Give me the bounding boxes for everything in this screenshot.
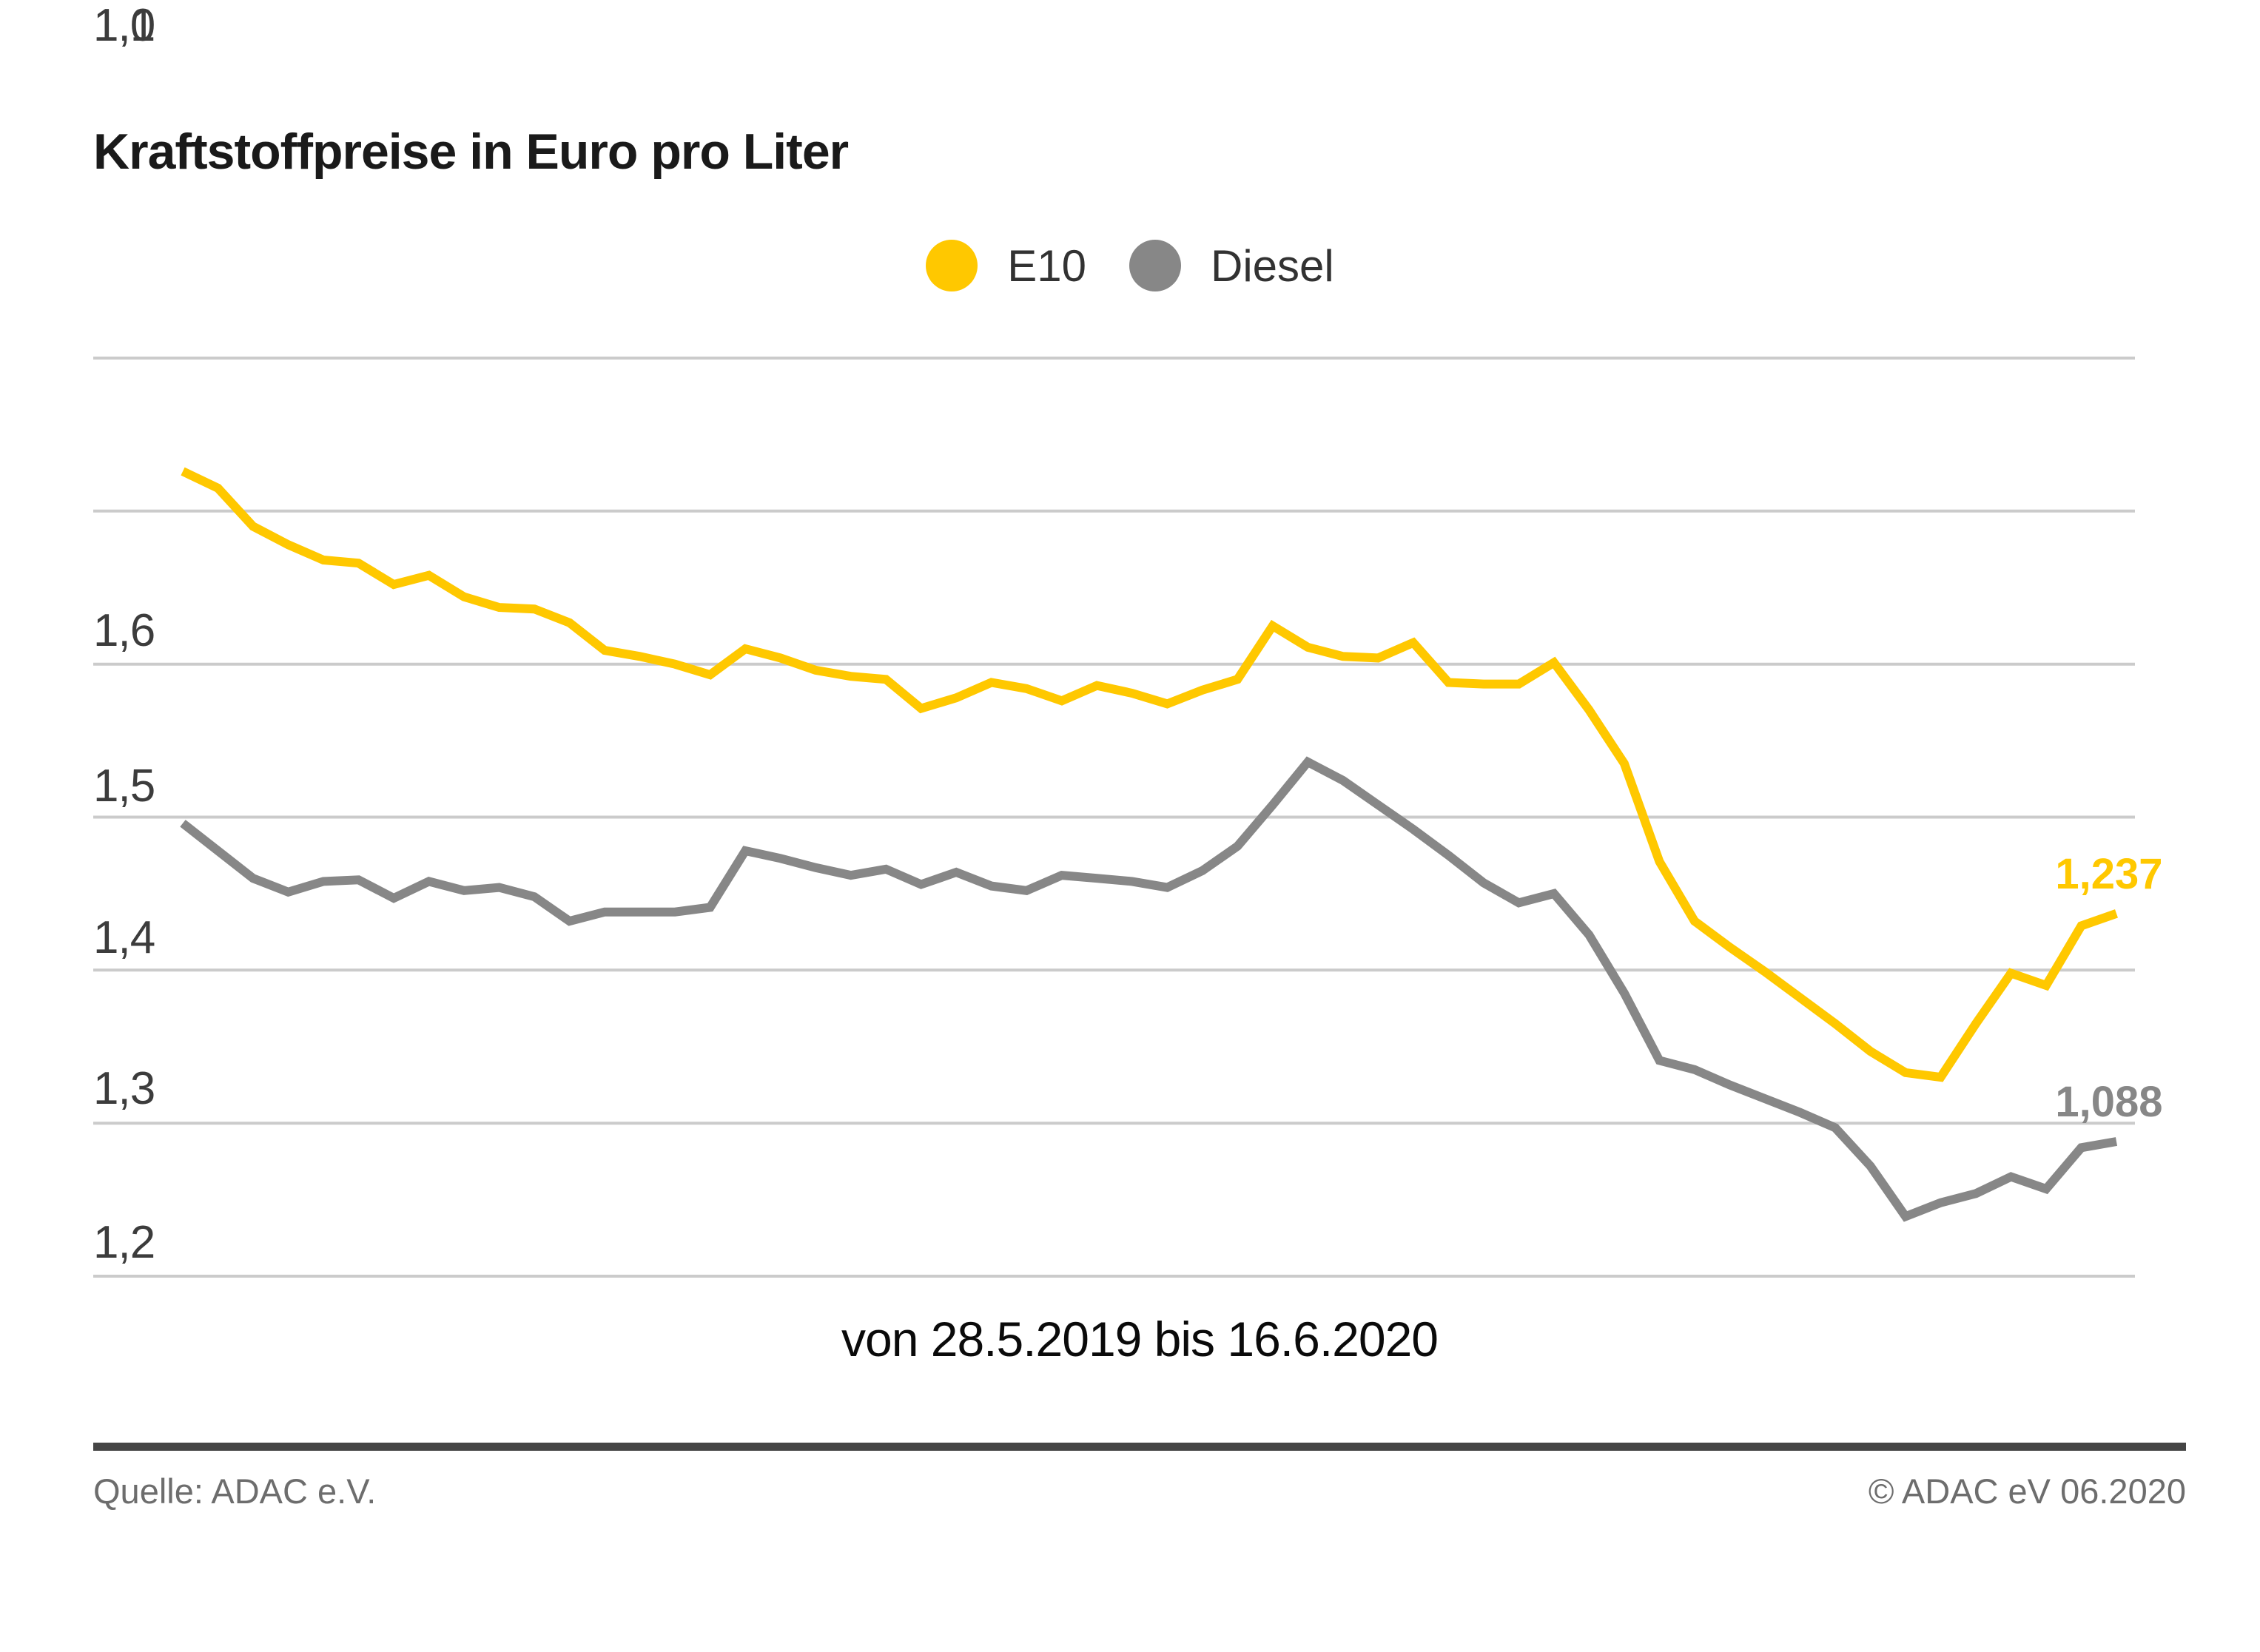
y-tick-1-5: 1,5	[93, 761, 155, 812]
legend-label-diesel: Diesel	[1211, 240, 1334, 291]
diesel-line	[180, 756, 2118, 1222]
y-tick-1-1: 1,1	[93, 0, 155, 51]
price-line-chart: 1,237 1,088	[93, 357, 2163, 1278]
legend: E10 Diesel	[0, 240, 2260, 291]
y-tick-1-2: 1,2	[93, 1217, 155, 1268]
diesel-end-value-label: 1,088	[2055, 1078, 2162, 1126]
e10-color-dot-icon	[926, 240, 978, 291]
legend-item-e10: E10	[926, 240, 1086, 291]
y-tick-1-3: 1,3	[93, 1063, 155, 1114]
diesel-color-dot-icon	[1129, 240, 1182, 291]
y-tick-1-6: 1,6	[93, 605, 155, 656]
gridlines	[93, 357, 2135, 1278]
y-tick-1-0: 1,0	[93, 0, 155, 51]
x-axis-range-label: von 28.5.2019 bis 16.6.2020	[841, 1312, 1439, 1366]
y-tick-1-4: 1,4	[93, 912, 155, 963]
footer-source: Quelle: ADAC e.V.	[93, 1471, 377, 1511]
legend-label-e10: E10	[1007, 240, 1087, 291]
footer-divider	[93, 1443, 2186, 1451]
legend-item-diesel: Diesel	[1129, 240, 1334, 291]
footer-copyright: © ADAC eV 06.2020	[1868, 1471, 2186, 1511]
page-title: Kraftstoffpreise in Euro pro Liter	[93, 124, 849, 180]
e10-end-value-label: 1,237	[2055, 850, 2162, 898]
e10-line	[181, 467, 2118, 1082]
